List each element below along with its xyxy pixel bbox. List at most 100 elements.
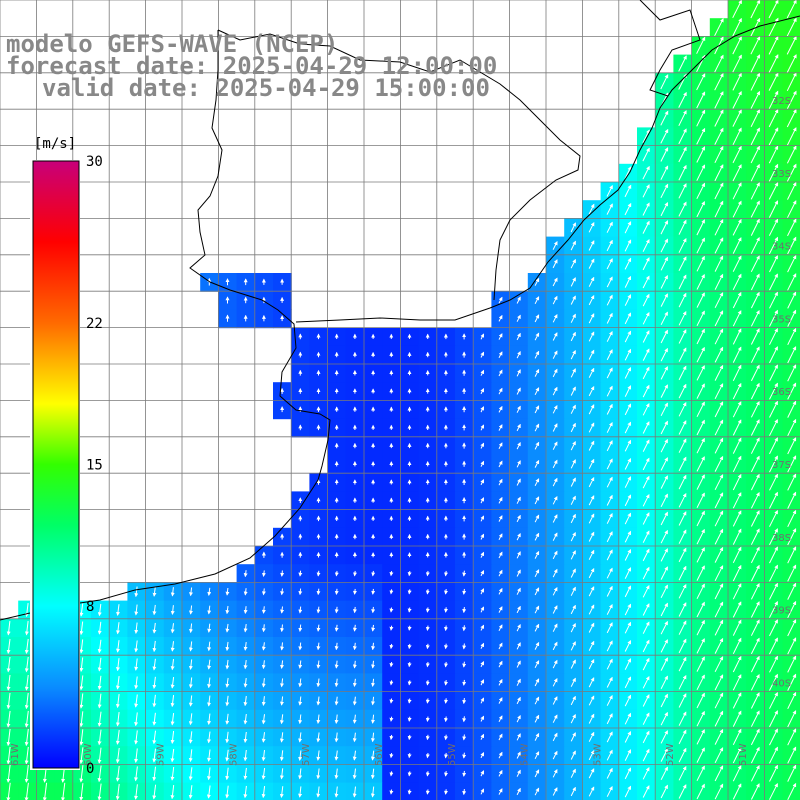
wind-arrow (389, 607, 394, 613)
wind-arrow (425, 789, 430, 795)
wind-arrow (407, 643, 412, 650)
lon-tick-label: 52W (665, 743, 676, 766)
wind-cell (782, 782, 800, 800)
wind-arrow (280, 570, 285, 577)
wind-arrow (462, 661, 467, 668)
wind-arrow (444, 734, 448, 741)
wind-arrow (389, 643, 394, 650)
lon-tick-label: 61W (10, 743, 21, 766)
wind-arrow (407, 680, 412, 686)
lat-tick-label: 34S (772, 242, 791, 253)
wind-arrow (407, 589, 412, 595)
wind-arrow (462, 679, 467, 686)
wind-arrow (425, 570, 430, 577)
wind-arrow (444, 643, 448, 650)
wind-arrow (371, 588, 376, 595)
wind-arrow (425, 771, 430, 777)
wind-arrow (371, 606, 376, 614)
wind-arrow (352, 606, 357, 614)
wind-arrow (444, 698, 448, 704)
lon-tick-label: 51W (738, 743, 749, 766)
colorbar-label: 22 (86, 316, 103, 332)
wind-arrow (389, 589, 394, 595)
wind-arrow (462, 643, 467, 650)
wind-arrow (389, 625, 394, 631)
lon-tick-label: 58W (228, 743, 239, 766)
wind-arrow (425, 607, 430, 613)
colorbar-unit: [m/s] (34, 136, 76, 152)
wind-arrow (407, 734, 412, 741)
wind-arrow (444, 589, 448, 595)
wind-arrow (462, 625, 467, 632)
wind-arrow (389, 662, 394, 668)
wind-arrow (407, 771, 412, 777)
lon-tick-label: 56W (374, 743, 385, 766)
wind-arrow (425, 716, 430, 722)
wind-arrow (444, 771, 448, 777)
colorbar-label: 0 (86, 761, 94, 777)
wind-arrow (444, 680, 448, 686)
wind-arrow (352, 588, 357, 595)
wind-arrow (334, 588, 339, 595)
wind-arrow (462, 607, 467, 614)
lon-tick-label: 57W (301, 743, 312, 766)
colorbar-label: 30 (86, 154, 103, 170)
title-block: modelo GEFS-WAVE (NCEP) forecast date: 2… (6, 30, 497, 102)
lat-tick-label: 33S (772, 169, 791, 180)
wind-arrow (389, 698, 394, 704)
wind-arrow (298, 570, 303, 577)
wind-arrow (462, 588, 467, 595)
wind-arrow (389, 571, 394, 577)
wind-arrow (425, 625, 430, 631)
wind-arrow (407, 753, 412, 759)
colorbar-label: 15 (86, 458, 103, 474)
wind-arrow (462, 752, 467, 759)
wind-arrow (444, 661, 448, 668)
wind-arrow (389, 771, 394, 777)
wind-arrow (462, 789, 467, 796)
wind-arrow (407, 571, 412, 577)
lat-tick-label: 40S (772, 678, 791, 689)
wind-arrow (407, 625, 412, 631)
lon-tick-label: 53W (592, 743, 603, 766)
wind-arrow (462, 770, 467, 777)
wind-arrow (389, 716, 394, 722)
lat-tick-label: 39S (772, 606, 791, 617)
wind-arrow (425, 661, 430, 668)
title-valid-date: valid date: 2025-04-29 15:00:00 (42, 74, 490, 102)
lat-tick-label: 37S (772, 460, 791, 471)
wind-arrow (407, 662, 412, 668)
lat-tick-label: 32S (772, 96, 791, 107)
wind-arrow (425, 589, 430, 595)
wind-arrow (462, 698, 467, 705)
wind-arrow (425, 680, 430, 686)
wind-arrow (444, 625, 448, 632)
wind-arrow (353, 570, 357, 577)
colorbar-bar (32, 160, 80, 769)
lat-tick-label: 36S (772, 387, 791, 398)
lon-tick-label: 55W (447, 743, 458, 766)
lat-tick-label: 38S (772, 533, 791, 544)
wind-arrow (407, 607, 412, 613)
wind-arrow (462, 716, 467, 723)
wind-arrow (407, 716, 412, 722)
wind-arrow (389, 789, 394, 795)
wind-arrow (316, 570, 321, 577)
wind-arrow (462, 734, 467, 741)
wind-arrow (389, 753, 394, 759)
wind-arrow (316, 588, 321, 596)
lon-tick-label: 59W (156, 743, 167, 766)
wind-arrow (462, 570, 467, 577)
wind-arrow (425, 734, 430, 741)
wind-arrow (444, 570, 448, 577)
wind-arrow (371, 570, 376, 577)
lon-tick-label: 54W (520, 743, 531, 766)
wind-arrow (407, 789, 412, 795)
wind-arrow (425, 698, 430, 704)
wind-arrow (425, 752, 430, 759)
wind-arrow (444, 607, 448, 613)
wind-arrow (444, 789, 448, 795)
wind-arrow (425, 643, 430, 650)
wind-arrow (389, 680, 394, 686)
wind-arrow (298, 588, 303, 596)
